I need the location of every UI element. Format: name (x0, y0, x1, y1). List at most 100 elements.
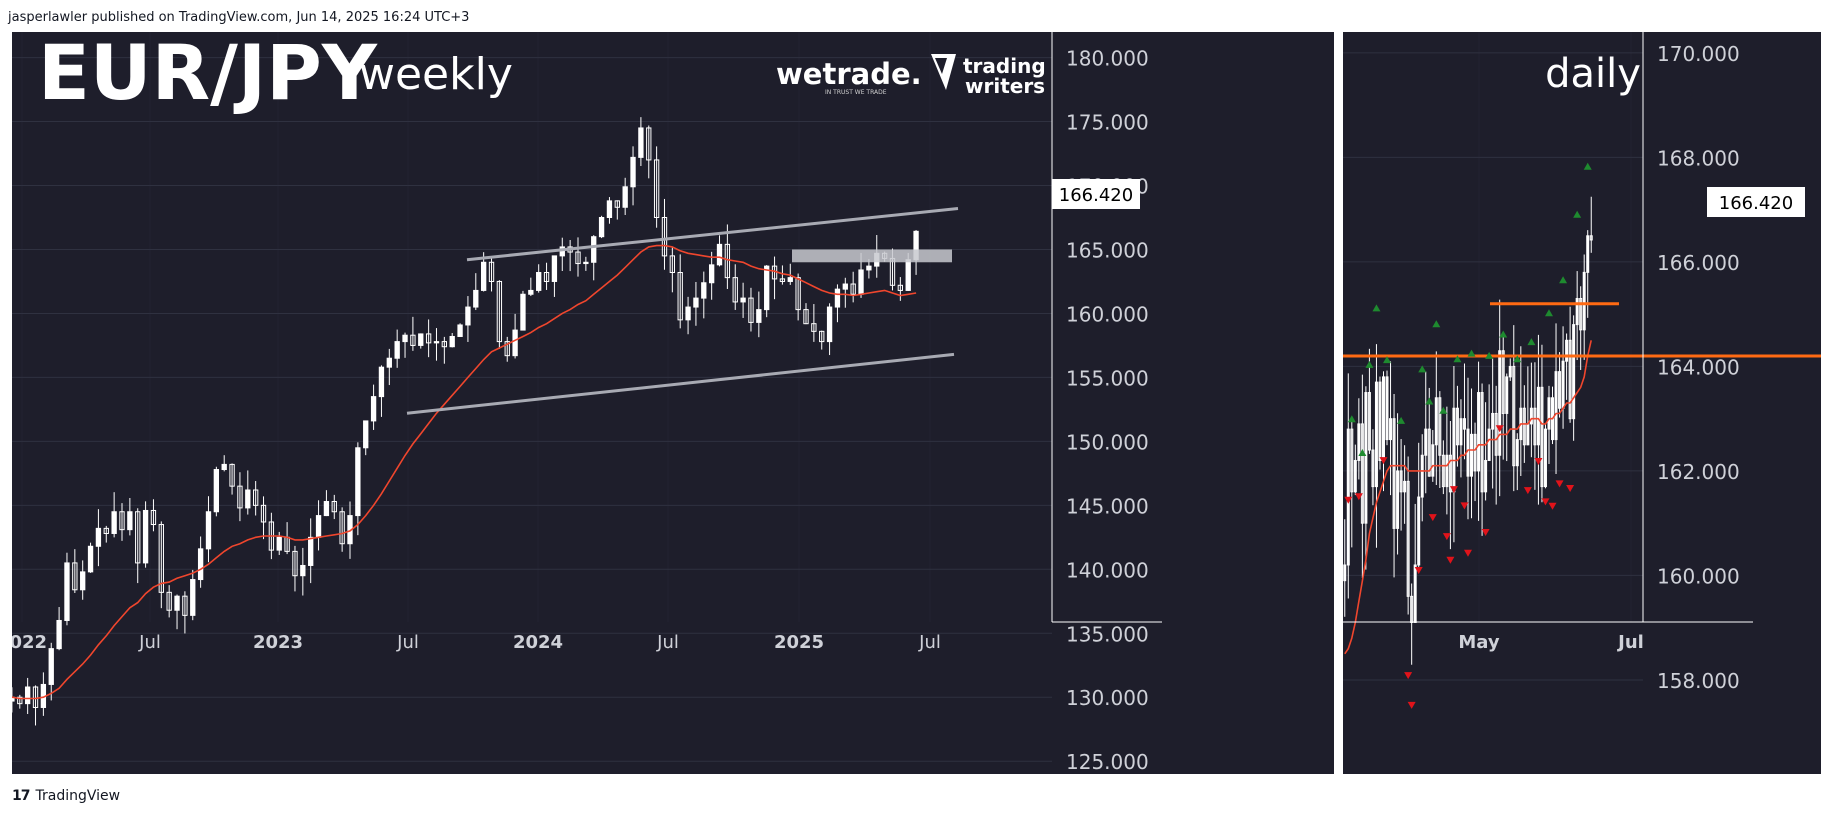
fractal-down-arrow-icon (1548, 502, 1557, 510)
weekly-grid (12, 32, 1052, 762)
fractal-down-arrow-icon (1555, 480, 1564, 488)
candle-body (150, 509, 157, 526)
candle-body (480, 261, 487, 291)
fractal-down-arrow-icon (1344, 496, 1353, 504)
tradingview-footer-text: TradingView (35, 788, 121, 804)
candle-body (174, 595, 180, 611)
candle-body (197, 548, 204, 581)
candle-body (1403, 480, 1407, 493)
weekly-candles (12, 117, 919, 726)
candle-body (32, 686, 39, 708)
price-tick-label: 162.000 (1657, 460, 1740, 484)
price-tick-label: 164.000 (1657, 355, 1740, 379)
time-tick-label: Jul (138, 632, 161, 653)
candle-body (701, 282, 707, 299)
fractal-down-arrow-icon (1566, 484, 1575, 492)
fractal-up-arrow-icon (1467, 349, 1476, 357)
candle-body (1459, 418, 1463, 446)
candle-body (465, 306, 471, 326)
candle-body (1385, 376, 1389, 441)
candle-body (756, 309, 762, 323)
candle-body (748, 297, 754, 323)
fractal-down-arrow-icon (1414, 567, 1423, 575)
time-tick-label: Jul (1616, 632, 1644, 653)
candle-body (1441, 454, 1445, 488)
time-tick-label: Jul (656, 632, 679, 653)
fractal-down-arrow-icon (1495, 425, 1504, 433)
chart-title: EUR/JPY (38, 32, 378, 117)
candle-body (819, 330, 825, 343)
candle-body (1568, 339, 1572, 420)
candle-body (87, 545, 94, 573)
weekly-chart-panel[interactable]: 180.000175.000170.000165.000160.000155.0… (12, 32, 1334, 774)
candle-body (1470, 433, 1474, 477)
candle-body (213, 469, 220, 513)
candle-body (787, 277, 793, 282)
candle-body (543, 272, 550, 282)
candle-body (1427, 428, 1431, 477)
tradingview-footer[interactable]: 𝟭𝟳 TradingView (12, 788, 120, 804)
candle-body (1396, 470, 1400, 529)
candle-body (1540, 386, 1544, 488)
candle-body (1413, 564, 1417, 623)
candle-body (315, 515, 322, 538)
candle-body (24, 686, 31, 705)
price-tick-label: 125.000 (1066, 750, 1149, 774)
candle-body (402, 334, 408, 343)
candle-body (1462, 418, 1466, 430)
daily-axis: 170.000 168.000 166.000 164.000 162.000 160.0… (1343, 32, 1753, 693)
candle-body (449, 335, 455, 348)
candle-body (182, 595, 188, 616)
fractal-down-arrow-icon (1428, 514, 1437, 522)
candle-body (520, 293, 526, 331)
channel-upper-line (466, 207, 959, 262)
daily-chart-panel[interactable]: 170.000 168.000 166.000 164.000 162.000 160.0… (1343, 32, 1821, 774)
candle-body (292, 550, 298, 577)
candle-body (370, 396, 377, 422)
candle-body (1477, 392, 1481, 472)
price-tick-label: 165.000 (1066, 238, 1149, 262)
fractal-up-arrow-icon (1453, 355, 1462, 363)
time-tick-label: 2022 (12, 632, 47, 653)
candle-body (1357, 423, 1361, 461)
fractal-up-arrow-icon (1544, 309, 1553, 317)
candle-body (685, 306, 691, 321)
candle-body (166, 591, 172, 611)
candle-body (1424, 428, 1428, 456)
price-tick-label: 158.000 (1657, 669, 1740, 693)
candle-body (528, 289, 534, 295)
trading-writers-line1: trading (963, 54, 1046, 78)
candle-body (1505, 376, 1509, 414)
candle-body (598, 217, 605, 238)
candle-body (1434, 397, 1438, 446)
candle-body (1350, 428, 1354, 493)
candle-body (1445, 454, 1449, 488)
last-price-box (1052, 179, 1140, 209)
fractal-down-arrow-icon (1464, 549, 1472, 557)
candle-body (276, 536, 282, 551)
fractal-down-arrow-icon (1442, 533, 1451, 541)
candle-body (1343, 564, 1347, 582)
candle-body (1364, 392, 1368, 524)
candle-body (190, 579, 196, 616)
candle-body (536, 272, 542, 291)
tradingview-logo-icon: 𝟭𝟳 (12, 788, 31, 804)
weekly-chart[interactable]: 180.000175.000170.000165.000160.000155.0… (12, 32, 1334, 774)
candle-body (1371, 449, 1375, 488)
candle-body (1533, 407, 1537, 446)
candle-body (1572, 324, 1576, 420)
fractal-down-arrow-icon (1404, 672, 1413, 680)
wetrade-logo-text: wetrade. (776, 57, 922, 91)
daily-overlays (1343, 162, 1821, 709)
candle-body (591, 236, 597, 263)
candle-body (1512, 365, 1516, 467)
candle-body (158, 524, 164, 593)
daily-candles (1343, 196, 1593, 665)
price-tick-label: 160.000 (1657, 564, 1740, 588)
daily-chart[interactable]: 170.000 168.000 166.000 164.000 162.000 160.0… (1343, 32, 1821, 774)
resistance-zone (792, 249, 952, 263)
candle-body (1575, 297, 1579, 326)
candle-body (1374, 381, 1378, 488)
fractal-up-arrow-icon (1397, 416, 1406, 424)
candle-body (575, 251, 581, 265)
